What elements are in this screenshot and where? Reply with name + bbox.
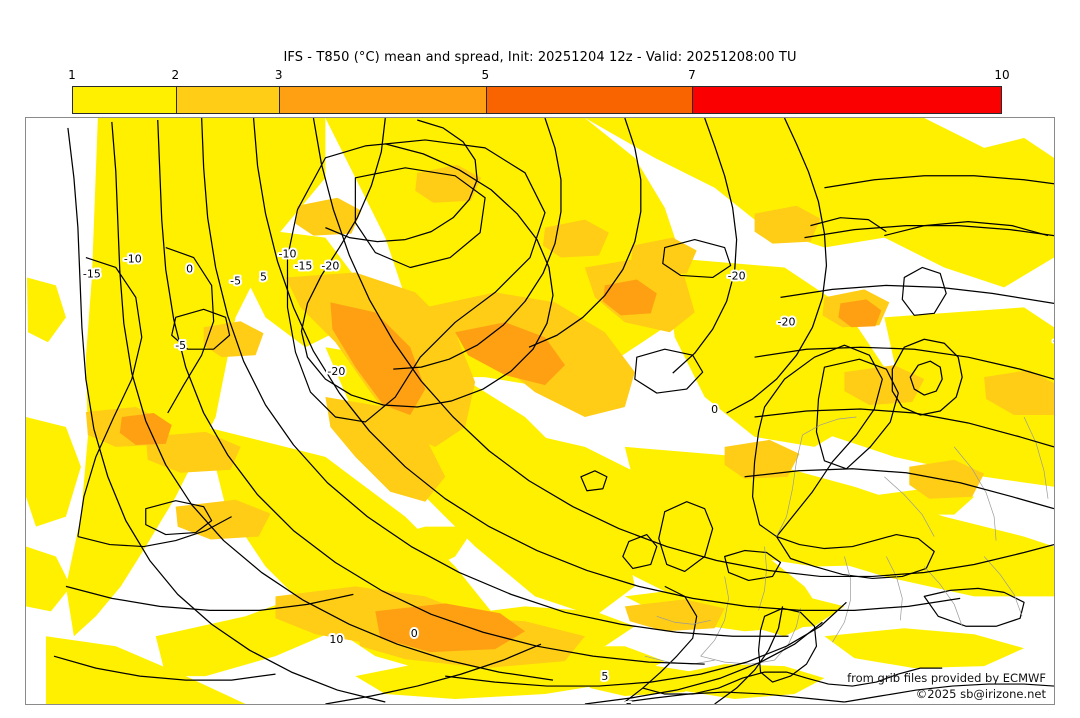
colorbar-segment-3-5 — [280, 87, 487, 113]
colorbar-segment-1-2 — [73, 87, 177, 113]
contour-label: -20-20 — [319, 257, 341, 274]
contour-label: -5-5 — [173, 337, 188, 354]
contour-label: -10-10 — [277, 246, 299, 263]
colorbar-tick-1: 1 — [68, 68, 76, 82]
svg-text:-20: -20 — [728, 269, 746, 282]
svg-text:0: 0 — [711, 403, 718, 416]
svg-text:5: 5 — [601, 670, 608, 683]
contour-label-text: 0 — [711, 403, 718, 416]
colorbar-tick-7: 7 — [688, 68, 696, 82]
colorbar-tick-labels: 1 2 3 5 7 10 — [68, 68, 1009, 84]
contour-label: -20-20 — [726, 267, 748, 284]
contour-label: 55 — [599, 668, 610, 685]
contour-label-text: 5 — [260, 270, 267, 283]
colorbar-tick-5: 5 — [481, 68, 490, 82]
colorbar-segment-5-7 — [486, 87, 693, 113]
contour-label-text: -20 — [321, 259, 339, 272]
contour-label-text: 5 — [601, 670, 608, 683]
contour-label: -10-10 — [122, 251, 144, 268]
svg-text:5: 5 — [260, 270, 267, 283]
colorbar-tick-3: 3 — [274, 68, 283, 82]
contour-label: -15-15 — [292, 257, 314, 274]
contour-label: -20-20 — [776, 313, 798, 330]
contour-label: 55 — [258, 268, 269, 285]
contour-label: 00 — [709, 401, 720, 418]
contour-label-text: 0 — [411, 627, 418, 640]
svg-text:-10: -10 — [124, 253, 142, 266]
contour-label-text: -20 — [778, 315, 796, 328]
contour-label-text: 0 — [186, 262, 193, 275]
contour-label-text: -20 — [728, 269, 746, 282]
page-title: IFS - T850 (°C) mean and spread, Init: 2… — [283, 50, 797, 65]
colorbar — [72, 86, 1002, 114]
contour-label-text: -5 — [621, 701, 632, 704]
svg-text:-5: -5 — [175, 339, 186, 352]
contour-label-text: -10 — [279, 248, 297, 261]
contour-label: -20-20 — [325, 363, 347, 380]
svg-text:-10: -10 — [279, 248, 297, 261]
contour-label-text: -10 — [1053, 334, 1054, 347]
map-canvas: -15 -15 -10 -10 0 0 -5 -5 5 5 -10 -10 -15 -15 -5 -5 -20-… — [25, 117, 1055, 705]
contour-label: -5-5 — [619, 699, 634, 704]
contour-label: -5-5 — [228, 272, 243, 289]
contour-label-text: -5 — [175, 339, 186, 352]
country-borders — [644, 416, 1049, 665]
contour-label-text: -20 — [327, 365, 345, 378]
contour-label-text: 10 — [329, 633, 343, 646]
contour-label-text: -15 — [83, 267, 101, 280]
contour-label-text: -5 — [230, 274, 241, 287]
contour-label: -15-15 — [81, 265, 103, 282]
svg-text:-20: -20 — [321, 259, 339, 272]
svg-text:0: 0 — [186, 262, 193, 275]
svg-text:-15: -15 — [83, 267, 101, 280]
svg-text:-5: -5 — [621, 701, 632, 704]
colorbar-segment-2-3 — [176, 87, 281, 113]
svg-text:10: 10 — [329, 633, 343, 646]
colorbar-tick-2: 2 — [171, 68, 180, 82]
svg-text:0: 0 — [411, 627, 418, 640]
svg-text:-10: -10 — [1053, 334, 1054, 347]
svg-text:-15: -15 — [294, 259, 312, 272]
contour-label-text: -10 — [124, 253, 142, 266]
contour-label: 00 — [409, 625, 420, 642]
contour-label: 00 — [184, 260, 195, 277]
svg-text:-20: -20 — [327, 365, 345, 378]
svg-text:-20: -20 — [778, 315, 796, 328]
svg-text:-5: -5 — [230, 274, 241, 287]
isotherm-contours — [53, 118, 1054, 704]
colorbar-segment-7-10 — [693, 87, 1001, 113]
colorbar-gradient — [72, 86, 1002, 114]
contour-label: -10-10 — [1051, 332, 1054, 349]
colorbar-tick-10: 10 — [994, 68, 1010, 82]
contour-label-text: -15 — [294, 259, 312, 272]
